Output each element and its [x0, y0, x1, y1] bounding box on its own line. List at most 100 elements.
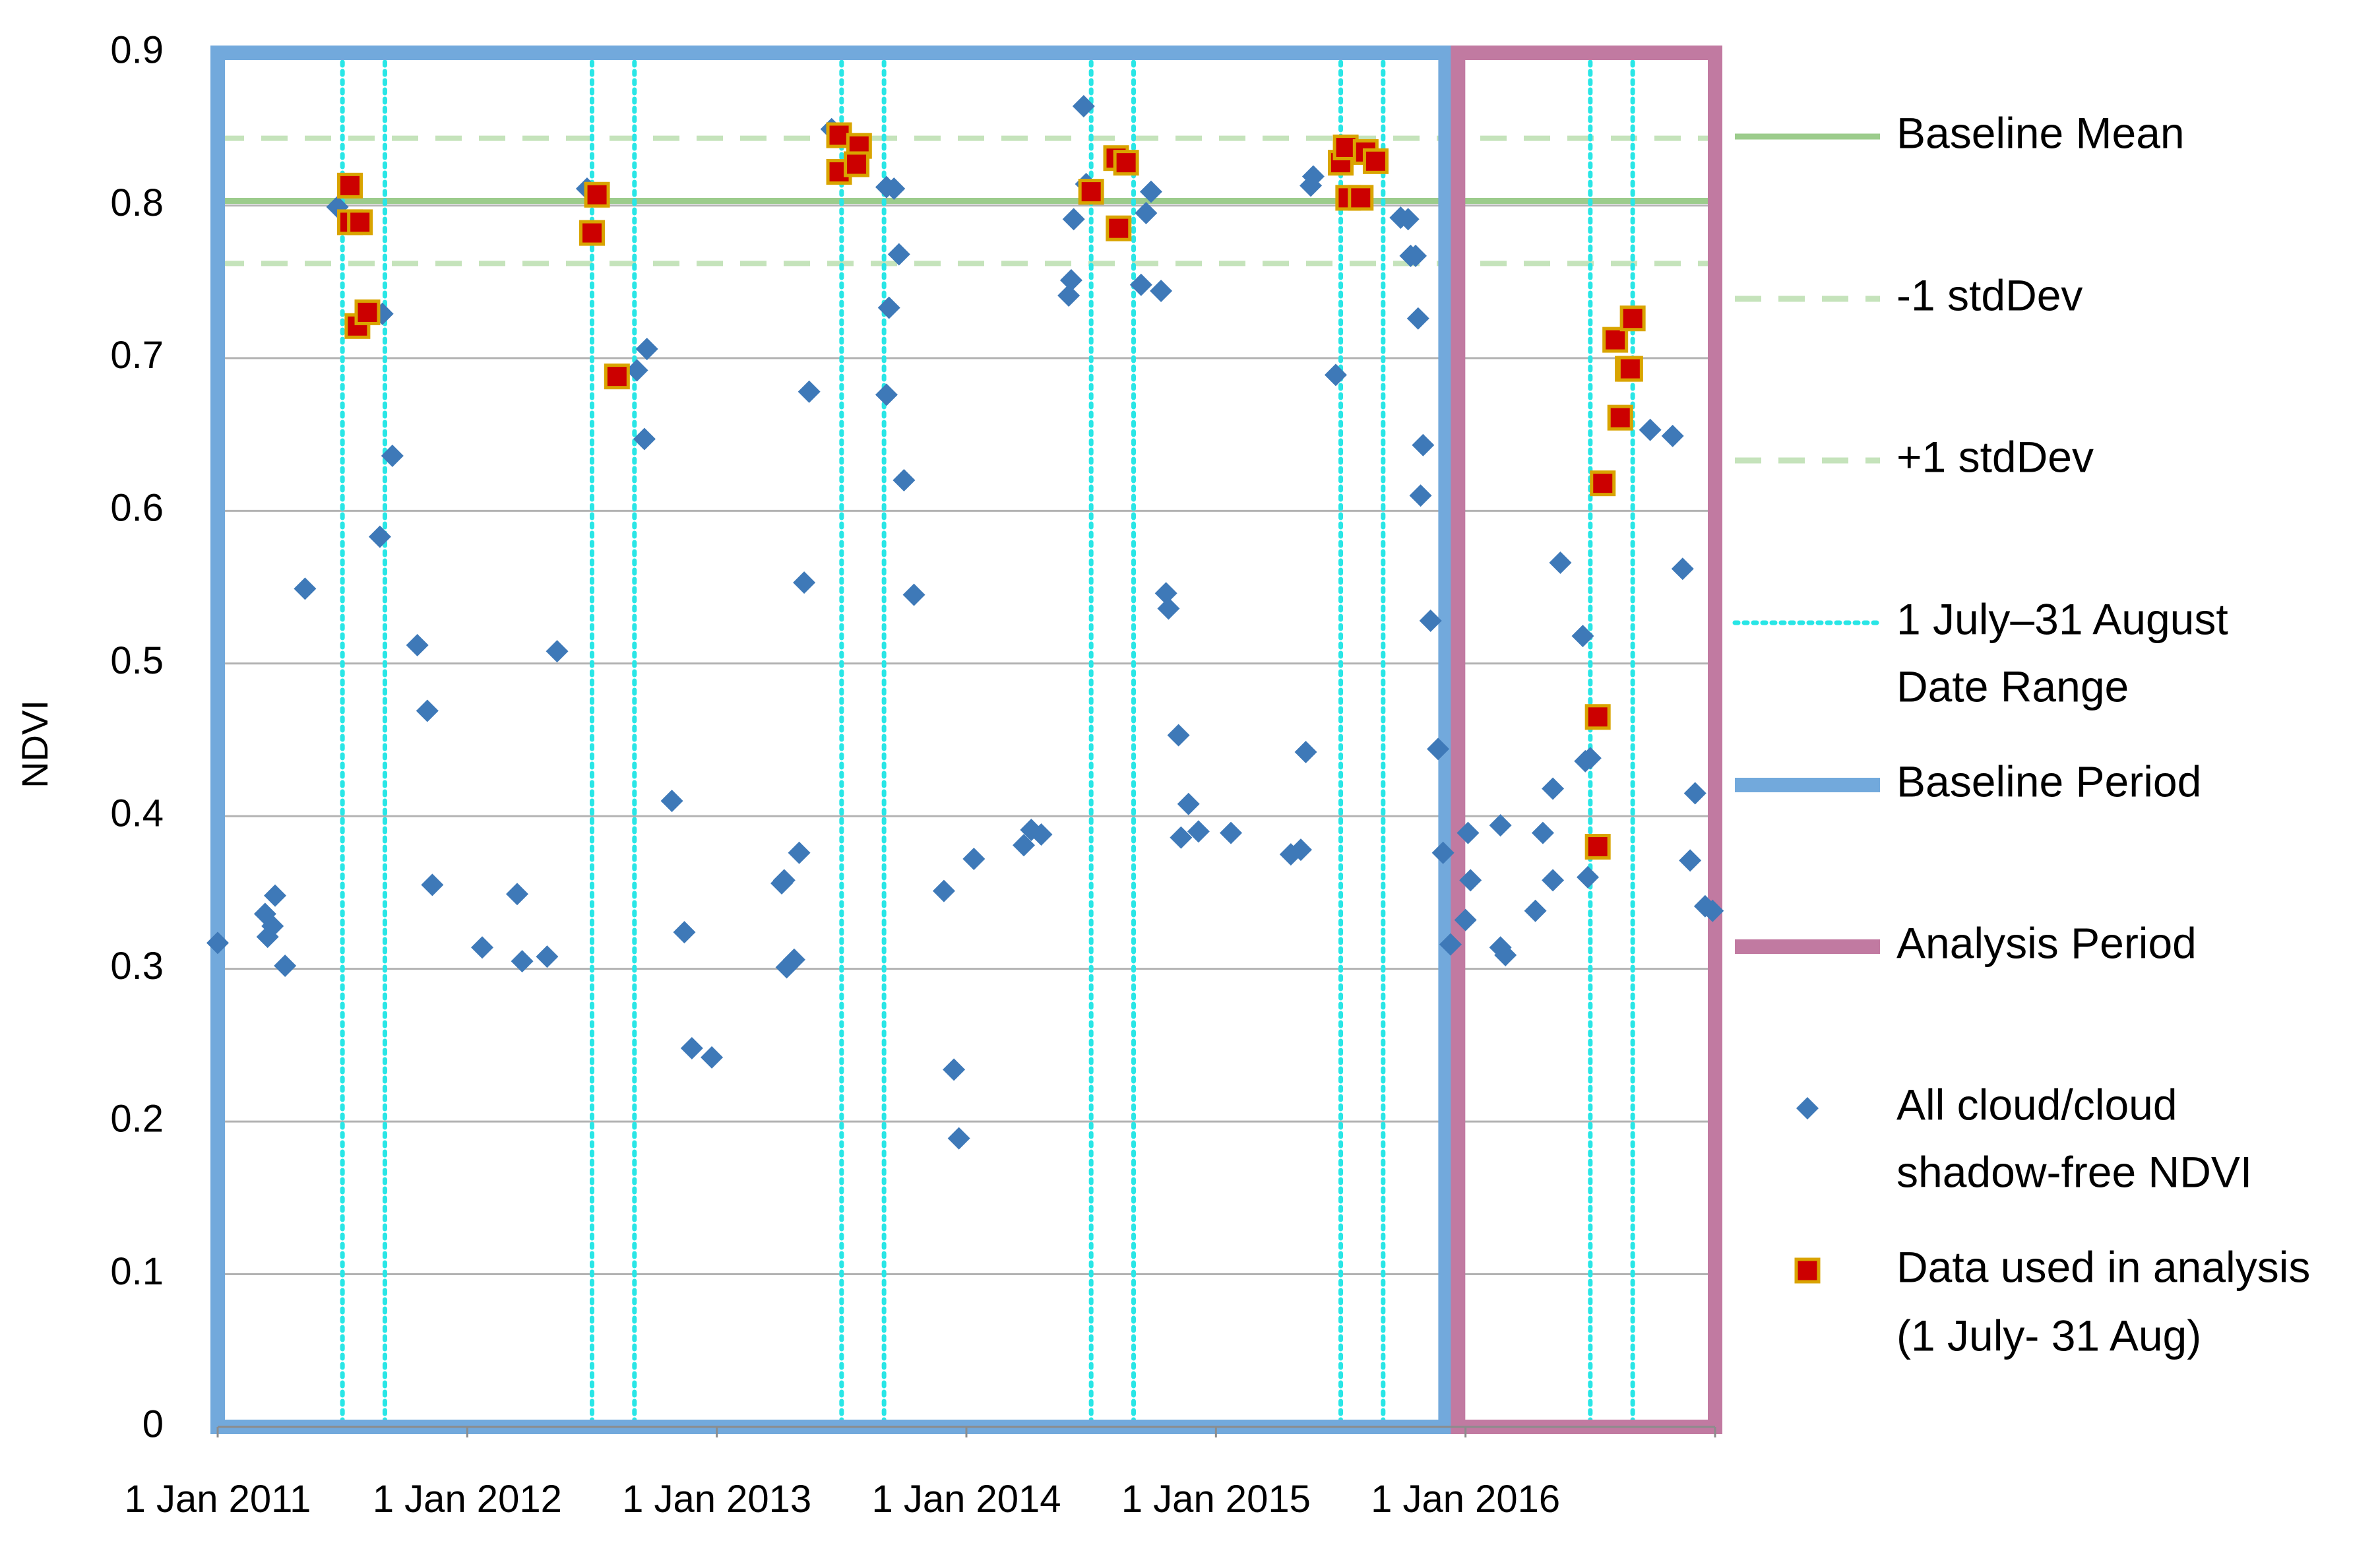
legend-label-analysis-data: Data used in analysis	[1896, 1242, 2310, 1291]
legend-item-plus-stddev: +1 stdDev	[1735, 432, 2094, 481]
ndvi-point	[680, 1037, 703, 1060]
ndvi-point	[368, 525, 391, 548]
ndvi-point	[1542, 777, 1565, 800]
legend-label2-date-range: Date Range	[1896, 662, 2129, 710]
y-tick-label: 0.1	[110, 1250, 164, 1293]
legend-item-baseline-period: Baseline Period	[1735, 757, 2201, 805]
ndvi-point	[1531, 821, 1554, 844]
y-tick-label: 0.7	[110, 334, 164, 377]
reference-lines	[218, 50, 1715, 1430]
ndvi-point	[1639, 418, 1662, 441]
ndvi-point	[1427, 738, 1450, 761]
analysis-point	[1584, 834, 1611, 860]
ndvi-point	[1579, 747, 1602, 770]
ndvi-point	[877, 296, 900, 319]
analysis-point	[1590, 470, 1616, 497]
analysis-point	[579, 220, 605, 246]
analysis-point	[844, 151, 870, 177]
ndvi-point	[1294, 741, 1317, 764]
ndvi-point	[264, 884, 287, 907]
legend-label-plus-stddev: +1 stdDev	[1896, 432, 2094, 481]
ndvi-point	[1129, 273, 1152, 296]
ndvi-point	[1157, 597, 1180, 620]
ndvi-point	[1057, 284, 1080, 307]
ndvi-point	[1661, 424, 1684, 447]
ndvi-point	[1135, 202, 1158, 225]
ndvi-point	[635, 338, 658, 361]
ndvi-point	[1412, 433, 1435, 457]
ndvi-point	[887, 243, 910, 266]
x-tick-label: 1 Jan 2015	[1121, 1478, 1311, 1521]
ndvi-point	[1396, 208, 1420, 231]
data-points	[206, 95, 1724, 1150]
ndvi-point	[1524, 899, 1547, 922]
ndvi-point	[1324, 363, 1347, 387]
analysis-point	[347, 209, 373, 236]
analysis-point	[1113, 150, 1139, 176]
ndvi-point	[875, 383, 898, 406]
y-tick-label: 0	[142, 1402, 164, 1445]
y-axis-title: NDVI	[14, 700, 55, 788]
analysis-point	[1607, 404, 1633, 431]
ndvi-point	[1671, 557, 1694, 581]
ndvi-point	[511, 950, 534, 973]
x-tick-label: 1 Jan 2013	[622, 1478, 811, 1521]
ndvi-point	[932, 879, 955, 902]
ndvi-point	[1167, 724, 1190, 747]
x-tick-label: 1 Jan 2014	[871, 1478, 1061, 1521]
ndvi-point	[1170, 826, 1193, 849]
analysis-point	[1617, 356, 1643, 382]
legend-item-minus-stddev: -1 stdDev	[1735, 270, 2082, 319]
legend-item-baseline-mean: Baseline Mean	[1735, 108, 2185, 157]
ndvi-point	[883, 177, 906, 200]
analysis-point	[354, 299, 381, 325]
y-tick-label: 0.3	[110, 945, 164, 988]
analysis-point	[1078, 179, 1104, 205]
analysis-point	[1348, 185, 1374, 211]
ndvi-point	[1489, 814, 1512, 837]
y-tick-label: 0.8	[110, 181, 164, 224]
legend-swatch-all-ndvi	[1796, 1097, 1819, 1119]
legend-label2-analysis-data: (1 July- 31 Aug)	[1896, 1311, 2201, 1360]
ndvi-point	[962, 848, 986, 871]
ndvi-point	[1062, 208, 1085, 231]
legend-label-all-ndvi: All cloud/cloud	[1896, 1080, 2177, 1129]
ndvi-point	[1059, 268, 1082, 292]
ndvi-point	[782, 948, 805, 971]
ndvi-point	[673, 921, 696, 944]
analysis-point	[1619, 305, 1646, 332]
analysis-point	[1362, 148, 1389, 174]
ndvi-point	[1459, 869, 1482, 892]
x-tick-label: 1 Jan 2016	[1371, 1478, 1560, 1521]
ndvi-point	[1404, 244, 1427, 267]
ndvi-point	[1030, 823, 1053, 846]
analysis-point	[1106, 215, 1132, 241]
ndvi-point	[1406, 307, 1429, 330]
ndvi-point	[902, 583, 925, 606]
ndvi-point	[546, 640, 569, 663]
ndvi-point	[1577, 866, 1600, 889]
ndvi-point	[660, 790, 683, 813]
ndvi-point	[1301, 165, 1325, 188]
ndvi-point	[1542, 869, 1565, 892]
ndvi-point	[1072, 95, 1095, 118]
legend-item-date-range: 1 July–31 August Date Range	[1732, 594, 2228, 710]
legend-item-all-ndvi: All cloud/cloud shadow-free NDVI	[1796, 1080, 2252, 1196]
ndvi-point	[701, 1046, 724, 1069]
ndvi-point	[381, 445, 404, 468]
ndvi-point	[421, 873, 444, 897]
legend: Baseline Mean -1 stdDev +1 stdDev 1 July–31…	[1732, 108, 2310, 1360]
ndvi-point	[416, 699, 439, 722]
ndvi-point	[1431, 841, 1455, 864]
legend-swatch-analysis-data	[1794, 1257, 1821, 1284]
ndvi-point	[1456, 821, 1480, 844]
ndvi-point	[506, 883, 528, 906]
analysis-point	[584, 181, 610, 208]
ndvi-point	[1454, 908, 1477, 931]
ndvi-point	[633, 427, 656, 451]
ndvi-point	[1419, 609, 1442, 632]
ndvi-point	[1571, 625, 1594, 648]
ndvi-point	[1494, 943, 1517, 966]
legend-label-baseline-mean: Baseline Mean	[1896, 108, 2185, 157]
ndvi-point	[1439, 933, 1462, 956]
